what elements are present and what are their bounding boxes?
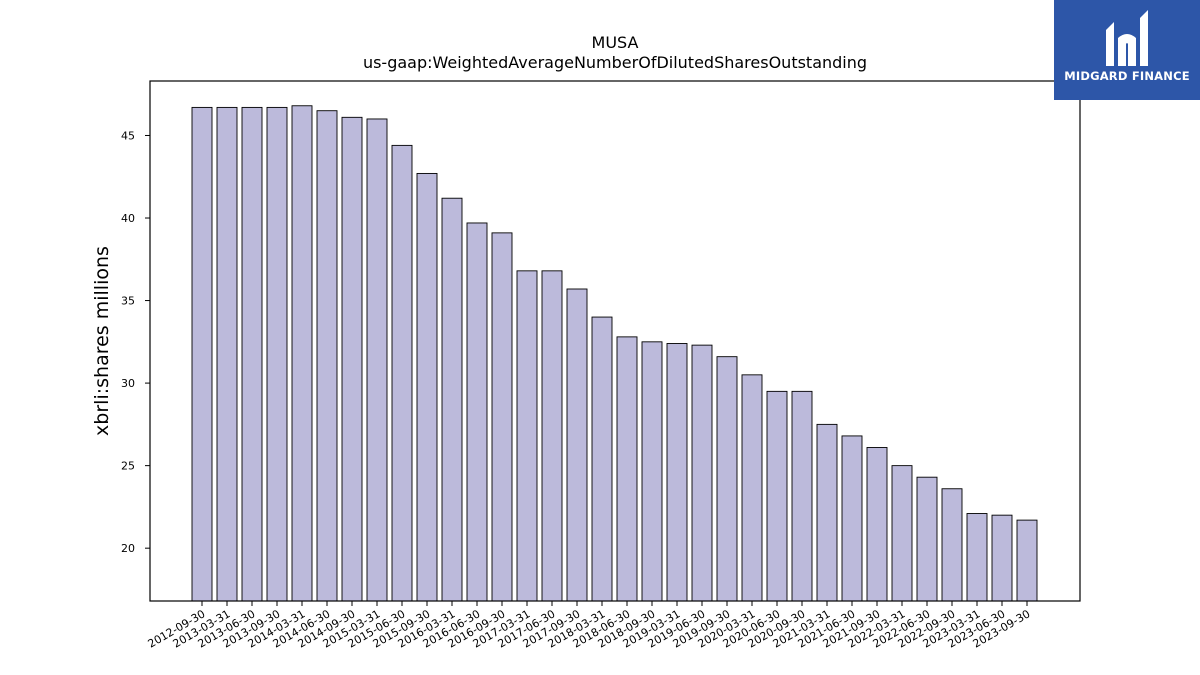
bar-2017-09-30 [566,288,588,602]
bar-2019-06-30 [691,344,713,602]
bar-2013-06-30 [241,106,263,602]
bar-2016-06-30 [466,222,488,602]
y-axis-ticks: 20 25 30 35 40 45 [121,129,150,555]
bar-2015-09-30 [416,172,438,602]
bar-2017-06-30 [541,270,563,602]
y-tick-label: 25 [121,460,135,473]
y-tick-label: 40 [121,212,135,225]
y-tick-label: 20 [121,542,135,555]
bar-2013-09-30 [266,106,288,602]
plot-frame [149,80,1081,602]
bar-2019-09-30 [716,356,738,602]
bar-2020-09-30 [791,390,813,602]
bar-2022-03-31 [891,465,913,602]
bar-2020-06-30 [766,390,788,602]
bar-2023-09-30 [1016,519,1038,602]
y-tick-label: 45 [121,129,135,142]
bar-2022-09-30 [941,488,963,602]
bar-2013-03-31 [216,106,238,602]
y-tick-label: 30 [121,377,135,390]
bar-2016-03-31 [441,197,463,602]
bar-2021-03-31 [816,423,838,602]
chart-title: MUSA [592,33,639,52]
bar-2023-06-30 [991,514,1013,602]
bar-2021-09-30 [866,447,888,602]
bar-2014-09-30 [341,116,363,602]
bar-2019-03-31 [666,343,688,602]
bar-2015-03-31 [366,118,388,602]
bar-2021-06-30 [841,435,863,602]
bar-2022-06-30 [916,476,938,602]
brand-logo: MIDGARD FINANCE [1054,0,1200,100]
brand-name: MIDGARD FINANCE [1064,69,1190,83]
chart-subtitle: us-gaap:WeightedAverageNumberOfDilutedSh… [363,53,867,72]
y-axis-label: xbrli:shares millions [91,246,113,436]
bar-2018-06-30 [616,336,638,602]
y-tick-label: 35 [121,295,135,308]
bar-2018-09-30 [641,341,663,602]
bar-2015-06-30 [391,144,413,602]
bar-2016-09-30 [491,232,513,602]
bar-2017-03-31 [516,270,538,602]
bar-2023-03-31 [966,513,988,602]
x-axis-ticks: 2012-09-302013-03-312013-06-302013-09-30… [146,601,1033,651]
bar-2012-09-30 [191,106,213,602]
bar-2014-03-31 [291,105,313,602]
bars-group [191,105,1038,602]
bar-2014-06-30 [316,110,338,602]
bar-2020-03-31 [741,374,763,602]
bar-2018-03-31 [591,316,613,602]
midgard-logo-icon [1106,10,1148,66]
